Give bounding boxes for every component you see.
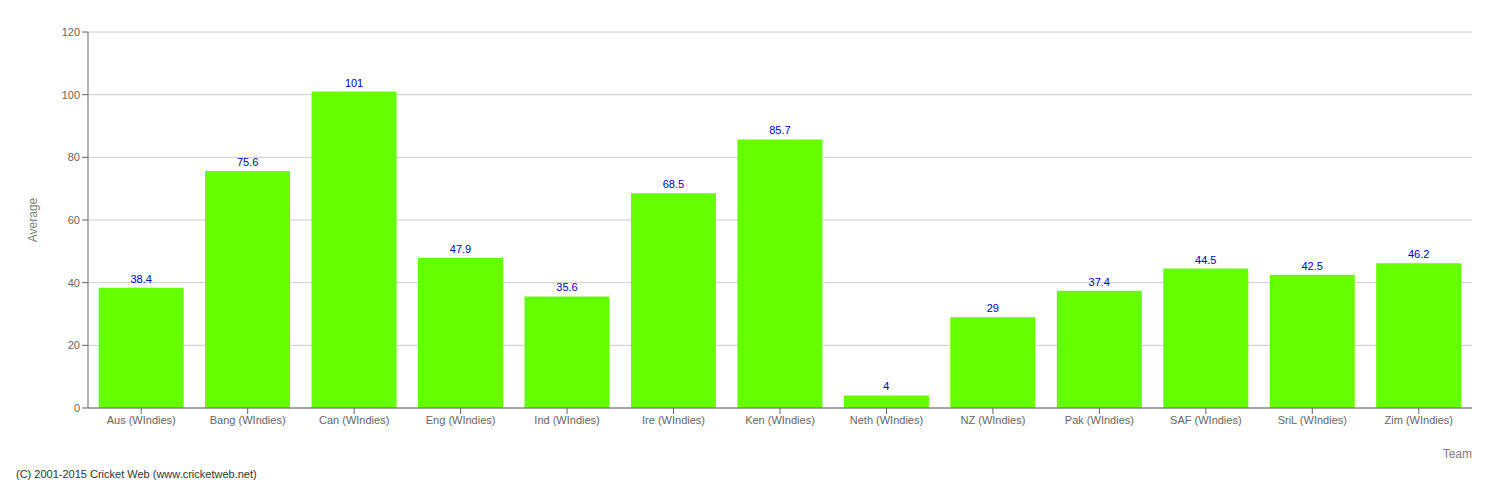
svg-text:Aus (WIndies): Aus (WIndies) (107, 414, 176, 426)
svg-text:75.6: 75.6 (237, 156, 258, 168)
svg-text:38.4: 38.4 (130, 273, 151, 285)
svg-text:20: 20 (68, 339, 80, 351)
svg-text:SriL (WIndies): SriL (WIndies) (1278, 414, 1347, 426)
svg-text:Ind (WIndies): Ind (WIndies) (534, 414, 599, 426)
svg-text:35.6: 35.6 (556, 281, 577, 293)
svg-text:101: 101 (345, 77, 363, 89)
svg-text:29: 29 (987, 302, 999, 314)
svg-text:SAF (WIndies): SAF (WIndies) (1170, 414, 1242, 426)
svg-text:Eng (WIndies): Eng (WIndies) (426, 414, 496, 426)
svg-text:Zim (WIndies): Zim (WIndies) (1385, 414, 1453, 426)
svg-text:Average: Average (26, 197, 40, 242)
svg-text:85.7: 85.7 (769, 124, 790, 136)
svg-text:Can (WIndies): Can (WIndies) (319, 414, 389, 426)
svg-text:100: 100 (62, 89, 80, 101)
svg-text:0: 0 (74, 402, 80, 414)
svg-text:Team: Team (1443, 447, 1472, 461)
svg-text:47.9: 47.9 (450, 243, 471, 255)
svg-text:68.5: 68.5 (663, 178, 684, 190)
svg-text:Bang (WIndies): Bang (WIndies) (210, 414, 286, 426)
svg-text:46.2: 46.2 (1408, 248, 1429, 260)
svg-text:44.5: 44.5 (1195, 254, 1216, 266)
svg-text:40: 40 (68, 277, 80, 289)
svg-text:80: 80 (68, 151, 80, 163)
svg-text:NZ (WIndies): NZ (WIndies) (961, 414, 1026, 426)
svg-text:60: 60 (68, 214, 80, 226)
svg-text:Neth (WIndies): Neth (WIndies) (850, 414, 923, 426)
svg-text:42.5: 42.5 (1302, 260, 1323, 272)
svg-text:Ire (WIndies): Ire (WIndies) (642, 414, 705, 426)
svg-text:4: 4 (883, 380, 889, 392)
svg-text:Pak (WIndies): Pak (WIndies) (1065, 414, 1134, 426)
svg-text:Ken (WIndies): Ken (WIndies) (745, 414, 815, 426)
html-text:(C) 2001-2015 Cricket Web (www: (C) 2001-2015 Cricket Web (www.cricketwe… (16, 468, 257, 480)
svg-text:37.4: 37.4 (1089, 276, 1110, 288)
svg-text:120: 120 (62, 26, 80, 38)
